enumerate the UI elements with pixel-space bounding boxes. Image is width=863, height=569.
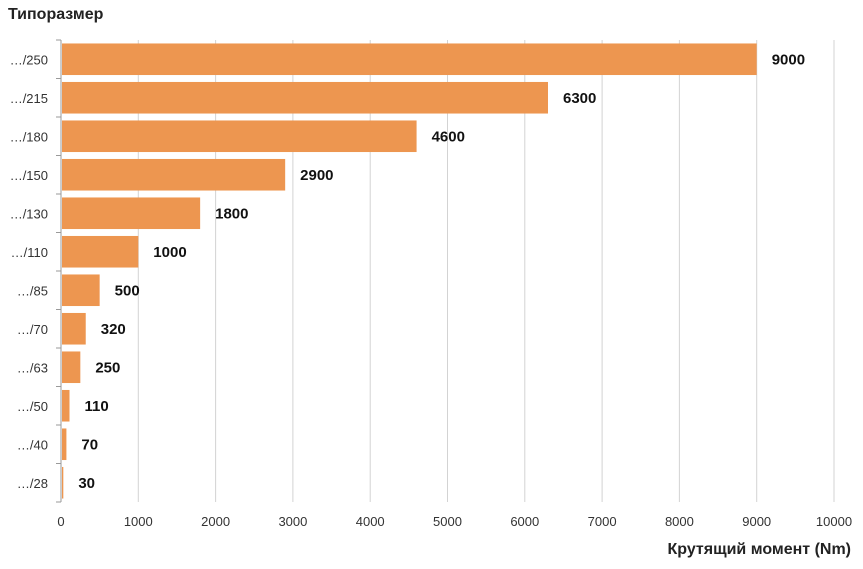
x-tick-label-5000: 5000	[433, 514, 462, 529]
x-tick-label-2000: 2000	[201, 514, 230, 529]
category-label-3: …/150	[10, 168, 48, 183]
x-tick-label-9000: 9000	[742, 514, 771, 529]
bar-0	[62, 43, 757, 76]
bar-7	[62, 312, 86, 345]
bar-8	[62, 351, 81, 384]
value-label-6: 500	[115, 282, 140, 299]
x-tick-label-1000: 1000	[124, 514, 153, 529]
x-tick-label-4000: 4000	[356, 514, 385, 529]
bar-9	[62, 389, 70, 422]
x-tick-label-0: 0	[57, 514, 64, 529]
category-label-5: …/110	[11, 245, 48, 260]
value-label-9: 110	[85, 398, 109, 415]
value-label-8: 250	[95, 359, 120, 376]
category-label-11: …/28	[17, 476, 48, 491]
x-tick-label-6000: 6000	[510, 514, 539, 529]
bar-1	[62, 81, 548, 114]
x-tick-label-7000: 7000	[588, 514, 617, 529]
value-label-1: 6300	[563, 90, 596, 107]
value-label-11: 30	[78, 475, 95, 492]
category-label-4: …/130	[10, 206, 48, 221]
value-label-4: 1800	[215, 205, 248, 222]
bar-2	[62, 120, 417, 153]
value-label-10: 70	[81, 436, 98, 453]
value-label-7: 320	[101, 321, 126, 338]
x-tick-label-8000: 8000	[665, 514, 694, 529]
category-label-8: …/63	[17, 360, 48, 375]
y-axis-title: Типоразмер	[8, 6, 104, 23]
value-label-0: 9000	[772, 51, 805, 68]
category-label-1: …/215	[10, 91, 48, 106]
x-tick-label-10000: 10000	[816, 514, 852, 529]
category-label-0: …/250	[10, 52, 48, 67]
value-label-5: 1000	[153, 244, 186, 261]
bar-6	[62, 274, 100, 307]
category-label-10: …/40	[17, 437, 48, 452]
value-label-2: 4600	[432, 128, 465, 145]
bar-10	[62, 428, 67, 461]
x-tick-label-3000: 3000	[278, 514, 307, 529]
category-label-9: …/50	[17, 399, 48, 414]
category-label-7: …/70	[17, 322, 48, 337]
bar-3	[62, 158, 286, 191]
bar-5	[62, 235, 139, 268]
value-label-3: 2900	[300, 167, 333, 184]
bar-11	[62, 466, 64, 499]
category-label-2: …/180	[10, 129, 48, 144]
bar-4	[62, 197, 201, 230]
x-axis-title: Крутящий момент (Nm)	[667, 541, 851, 558]
category-label-6: …/85	[17, 283, 48, 298]
